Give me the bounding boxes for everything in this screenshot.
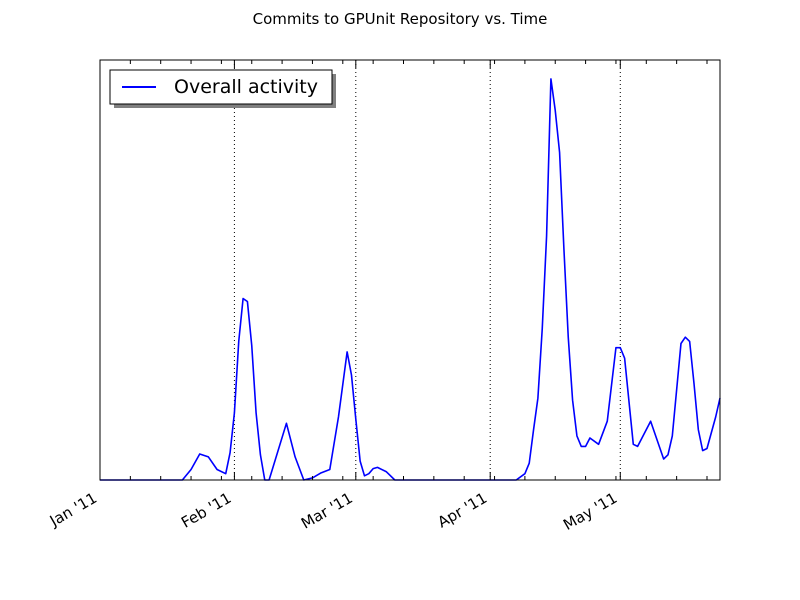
data-point bbox=[572, 399, 574, 401]
data-point bbox=[377, 467, 379, 469]
legend-label-overall-activity: Overall activity bbox=[174, 76, 318, 98]
data-point bbox=[672, 435, 674, 437]
data-point bbox=[619, 347, 621, 349]
data-point bbox=[637, 446, 639, 448]
data-point bbox=[255, 412, 257, 414]
data-point bbox=[698, 429, 700, 431]
plot-area bbox=[99, 59, 721, 481]
data-point bbox=[598, 444, 600, 446]
data-point bbox=[528, 462, 530, 464]
data-point bbox=[355, 418, 357, 420]
data-point bbox=[537, 397, 539, 399]
data-point bbox=[234, 412, 236, 414]
chart-title: Commits to GPUnit Repository vs. Time bbox=[253, 10, 548, 28]
data-point bbox=[533, 429, 535, 431]
data-point bbox=[693, 383, 695, 385]
data-point bbox=[546, 236, 548, 238]
data-point bbox=[702, 450, 704, 452]
data-point bbox=[385, 471, 387, 473]
data-point bbox=[563, 248, 565, 250]
data-point bbox=[524, 473, 526, 475]
data-point bbox=[225, 473, 227, 475]
data-point bbox=[286, 423, 288, 425]
series-layer bbox=[100, 78, 721, 481]
data-point bbox=[685, 336, 687, 338]
data-point bbox=[559, 152, 561, 154]
data-point bbox=[320, 472, 322, 474]
plot-frame bbox=[99, 59, 721, 481]
data-point bbox=[238, 341, 240, 343]
series-line-overall-activity bbox=[100, 78, 721, 481]
data-point bbox=[216, 469, 218, 471]
tick-marks bbox=[99, 60, 708, 480]
plot-background bbox=[100, 60, 720, 480]
data-point bbox=[606, 420, 608, 422]
data-point bbox=[624, 357, 626, 359]
data-point bbox=[632, 444, 634, 446]
data-point bbox=[190, 469, 192, 471]
data-point bbox=[208, 456, 210, 458]
data-point bbox=[615, 347, 617, 349]
data-point bbox=[364, 475, 366, 477]
data-point bbox=[663, 458, 665, 460]
legend: Overall activity bbox=[109, 69, 336, 108]
data-point bbox=[338, 416, 340, 418]
data-point bbox=[199, 453, 201, 455]
data-point bbox=[589, 437, 591, 439]
data-point bbox=[689, 341, 691, 343]
data-point bbox=[541, 328, 543, 330]
data-point bbox=[580, 446, 582, 448]
data-point bbox=[650, 420, 652, 422]
data-point bbox=[554, 110, 556, 112]
data-point bbox=[294, 456, 296, 458]
data-point bbox=[346, 351, 348, 353]
data-point bbox=[550, 78, 552, 80]
data-point bbox=[251, 345, 253, 347]
data-point bbox=[368, 473, 370, 475]
data-point bbox=[260, 454, 262, 456]
data-point bbox=[706, 448, 708, 450]
data-point bbox=[715, 416, 717, 418]
data-point bbox=[229, 452, 231, 454]
data-point bbox=[242, 298, 244, 300]
data-point bbox=[567, 336, 569, 338]
data-point bbox=[247, 301, 249, 303]
data-point bbox=[329, 469, 331, 471]
data-point bbox=[372, 468, 374, 470]
data-point bbox=[667, 454, 669, 456]
data-point bbox=[359, 460, 361, 462]
data-point bbox=[351, 374, 353, 376]
data-point bbox=[585, 446, 587, 448]
data-point bbox=[680, 343, 682, 345]
data-point bbox=[576, 435, 578, 437]
